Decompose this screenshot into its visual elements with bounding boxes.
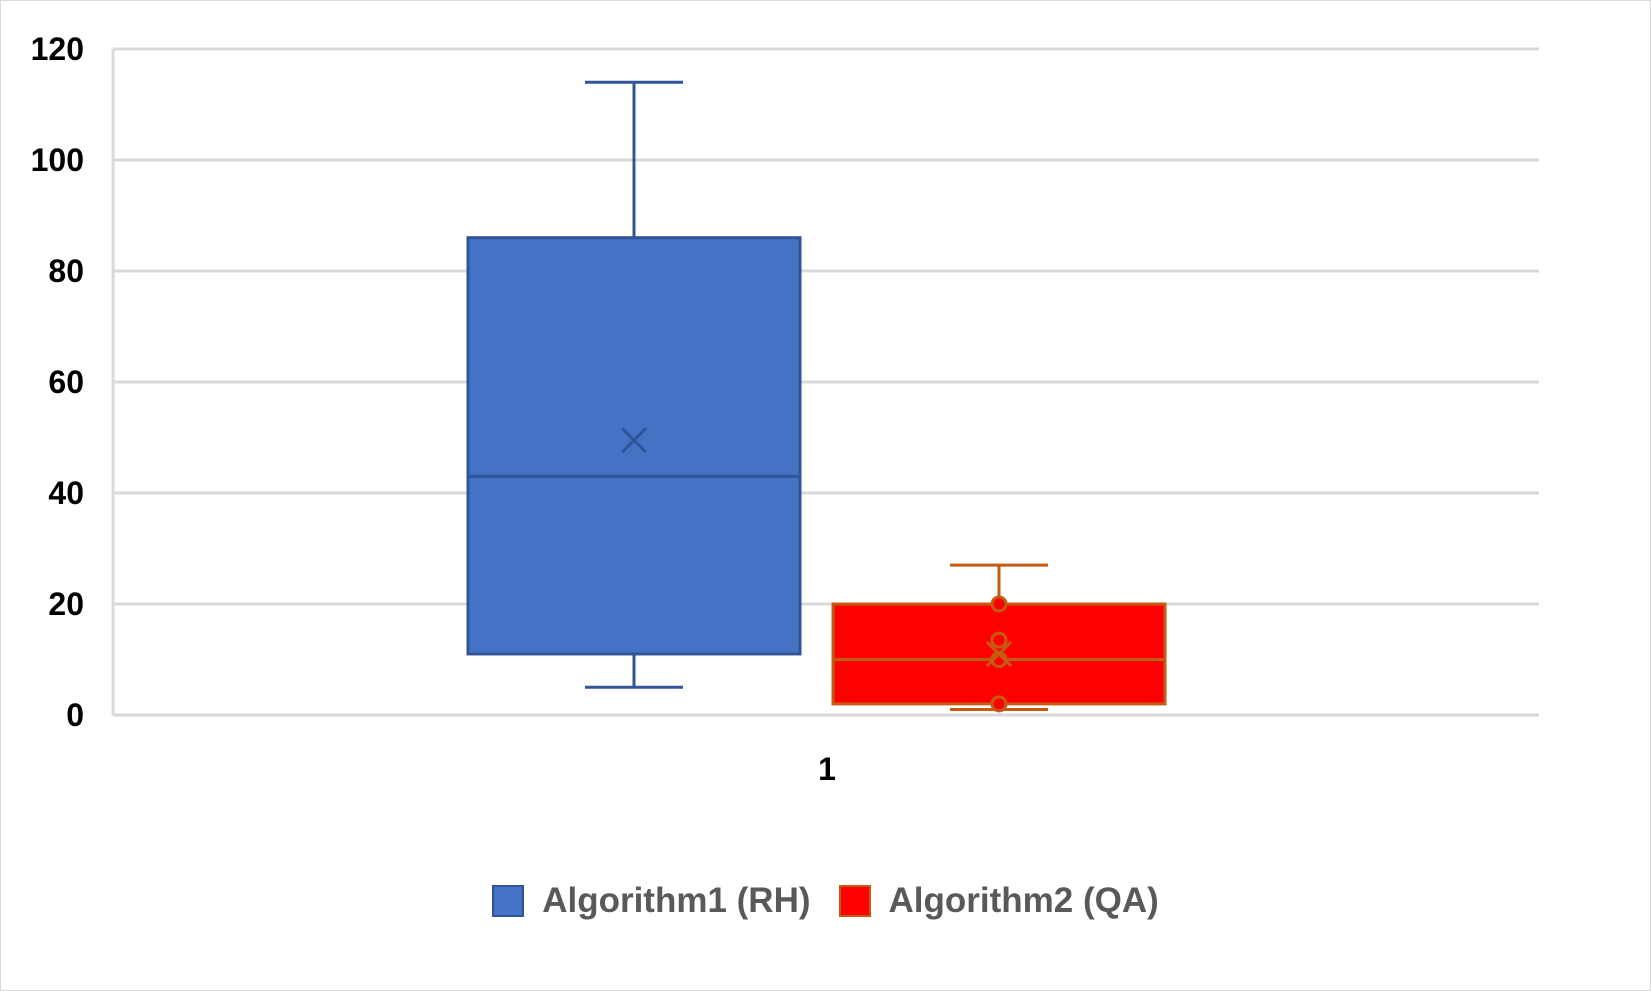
legend-item-algorithm2[interactable]: Algorithm2 (QA) [838, 881, 1159, 921]
gridlines [111, 47, 1539, 717]
mean-marker [620, 427, 648, 454]
plot-area: 0 20 40 60 80 100 120 1 [31, 31, 1539, 787]
data-point [990, 631, 1008, 649]
y-tick-label: 60 [48, 364, 84, 400]
y-axis-ticks: 0 20 40 60 80 100 120 [31, 31, 84, 733]
y-tick-label: 80 [48, 253, 84, 289]
y-tick-label: 120 [31, 31, 84, 67]
legend-swatch-algorithm1 [492, 885, 525, 917]
y-tick-label: 20 [48, 586, 84, 622]
legend: Algorithm1 (RH) Algorithm2 (QA) [1, 881, 1650, 921]
legend-item-algorithm1[interactable]: Algorithm1 (RH) [492, 881, 811, 921]
y-tick-label: 100 [31, 142, 84, 178]
legend-swatch-algorithm2 [838, 885, 871, 917]
box-2 [831, 563, 1167, 713]
x-tick-label: 1 [818, 751, 836, 787]
data-point [990, 695, 1008, 713]
boxes [466, 80, 1167, 713]
y-tick-label: 40 [48, 475, 84, 511]
y-tick-label: 0 [66, 697, 84, 733]
x-axis-ticks: 1 [818, 751, 836, 787]
data-point [990, 595, 1008, 613]
box-1 [466, 80, 802, 689]
legend-label-algorithm1: Algorithm1 (RH) [542, 881, 811, 920]
mean-marker [985, 640, 1013, 668]
legend-label-algorithm2: Algorithm2 (QA) [888, 881, 1159, 920]
box-body [466, 236, 802, 656]
